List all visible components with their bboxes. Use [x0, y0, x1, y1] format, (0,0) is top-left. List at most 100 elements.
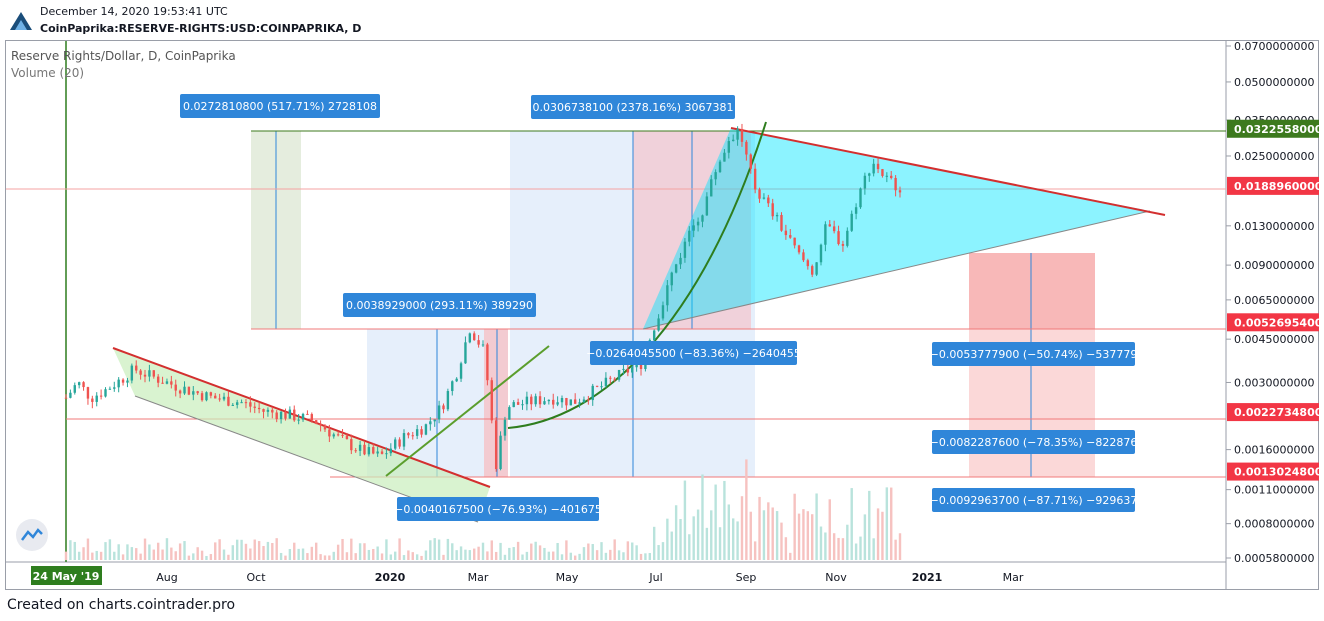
- volume-bar: [617, 550, 621, 560]
- candle-body: [819, 244, 823, 263]
- volume-bar: [161, 549, 164, 560]
- volume-bar: [854, 543, 858, 560]
- volume-bar: [209, 554, 213, 560]
- volume-bar: [389, 554, 393, 560]
- candle-body: [415, 429, 419, 436]
- volume-bar: [758, 496, 761, 560]
- candle-body: [91, 398, 94, 402]
- candle-body: [284, 411, 287, 419]
- volume-bar: [424, 550, 428, 560]
- candle-body: [209, 392, 213, 396]
- volume-bar: [156, 542, 160, 560]
- candle-body: [723, 152, 726, 162]
- volume-bar: [560, 554, 564, 560]
- volume-bar: [705, 527, 709, 560]
- candle-body: [762, 197, 766, 199]
- volume-bar: [402, 555, 406, 560]
- candle-body: [82, 382, 85, 388]
- volume-bar: [420, 555, 423, 560]
- volume-bar: [310, 546, 314, 560]
- volume-bar: [661, 542, 665, 560]
- volume-bar: [323, 555, 327, 560]
- volume-bar: [652, 526, 656, 560]
- candle-body: [218, 398, 221, 400]
- volume-bar: [473, 548, 476, 560]
- candle-body: [161, 382, 164, 384]
- volume-bar: [315, 542, 318, 560]
- price-level-tag: [1227, 403, 1319, 422]
- volume-bar: [442, 554, 445, 560]
- volume-bar: [380, 553, 384, 560]
- symmetrical-triangle: [643, 128, 1150, 329]
- candle-body: [854, 207, 858, 214]
- candle-body: [64, 397, 68, 399]
- volume-bar: [69, 540, 72, 560]
- volume-bar: [631, 542, 634, 560]
- candle-body: [130, 365, 134, 381]
- candle-body: [784, 230, 788, 236]
- candle-body: [740, 128, 744, 142]
- volume-bar: [468, 550, 472, 560]
- volume-bar: [881, 511, 884, 560]
- volume-bar: [446, 538, 450, 560]
- candle-body: [367, 447, 371, 455]
- candle-body: [578, 402, 581, 404]
- candle-body: [174, 384, 177, 391]
- price-level-tag: [1227, 462, 1319, 481]
- candle-body: [868, 173, 871, 176]
- y-tick-label: 0.0045000000: [1234, 333, 1314, 346]
- volume-bar: [894, 539, 897, 560]
- candle-body: [815, 262, 818, 275]
- breakout-line: [385, 345, 550, 477]
- candle-body: [394, 439, 397, 449]
- candle-body: [279, 411, 283, 420]
- volume-bar: [626, 541, 630, 560]
- volume-bar: [77, 551, 81, 560]
- volume-bar: [573, 555, 577, 560]
- volume-bar: [771, 507, 774, 560]
- candle-body: [306, 413, 309, 415]
- volume-bar: [271, 543, 274, 560]
- volume-bar: [701, 474, 704, 560]
- candle-body: [192, 391, 195, 395]
- candle-body: [442, 405, 445, 410]
- volume-bar: [275, 538, 278, 560]
- candle-body: [525, 396, 529, 405]
- candle-body: [613, 378, 616, 380]
- candle-body: [789, 235, 792, 238]
- x-tick-label: Oct: [246, 571, 266, 584]
- measure-label-box: [932, 342, 1135, 366]
- volume-bar: [341, 538, 344, 560]
- x-tick-label: Mar: [468, 571, 489, 584]
- volume-bar: [793, 493, 796, 560]
- measure-label: −0.0040167500 (−76.93%) −401675: [394, 503, 602, 516]
- volume-bar: [811, 514, 814, 560]
- volume-bar: [284, 555, 287, 560]
- volume-bar: [306, 553, 309, 560]
- price-level-tag: [1227, 313, 1319, 332]
- volume-bar: [767, 502, 770, 560]
- series-legend-title: Reserve Rights/Dollar, D, CoinPaprika: [11, 49, 236, 63]
- candle-body: [297, 419, 300, 421]
- candle-body: [604, 377, 608, 387]
- volume-bar: [692, 516, 695, 560]
- volume-bar: [183, 541, 186, 560]
- volume-bar: [301, 548, 305, 560]
- volume-bar: [595, 550, 599, 560]
- volume-bar: [433, 538, 436, 560]
- volume-bar: [648, 553, 651, 560]
- candle-body: [573, 399, 577, 404]
- candle-body: [486, 344, 489, 381]
- candle-body: [683, 241, 687, 258]
- candle-body: [121, 379, 125, 383]
- volume-bar: [503, 554, 507, 560]
- candle-body: [372, 447, 375, 454]
- volume-bar: [639, 553, 643, 560]
- volume-bar: [872, 538, 875, 560]
- watermark-logo-icon: [16, 519, 48, 551]
- candle-body: [257, 407, 261, 410]
- volume-bar: [775, 511, 779, 560]
- candle-body: [336, 434, 340, 436]
- volume-bar: [784, 537, 788, 560]
